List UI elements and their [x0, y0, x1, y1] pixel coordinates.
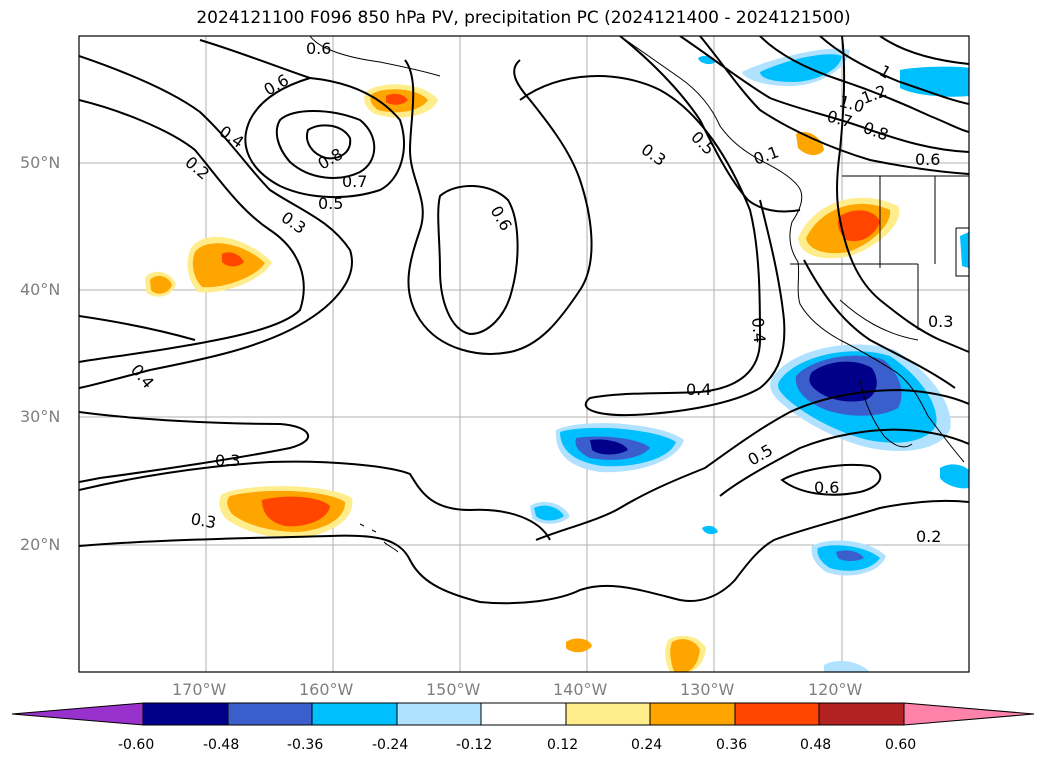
precip-negative-patch: [809, 361, 877, 402]
colorbar-tick-label: -0.12: [456, 737, 493, 753]
precip-negative-patch: [702, 525, 718, 535]
contour-label: 1.2: [859, 81, 889, 108]
precip-positive-patch: [386, 93, 408, 105]
lat-label: 50°N: [20, 153, 61, 172]
precip-negative-patch: [824, 660, 870, 672]
precip-negative-patch: [534, 505, 564, 521]
contour-label: 0.2: [916, 527, 941, 546]
precip-shading: [145, 48, 969, 672]
colorbar-tick-label: -0.36: [287, 737, 324, 753]
contour-label: 0.8: [861, 118, 891, 145]
contour-label: 0.4: [127, 360, 158, 392]
colorbar-bin: [142, 702, 229, 726]
contour-label: 0.5: [745, 440, 777, 469]
lon-label: 130°W: [680, 680, 735, 699]
precip-positive-patch: [566, 638, 592, 653]
colorbar-extend-min: [11, 702, 144, 726]
contour-label: 0.3: [928, 312, 953, 331]
contour-label: 0.2: [181, 153, 213, 184]
contour-labels: 0.6 0.6 0.4 0.2 0.8 0.7 0.5 0.3 0.6 0.3 …: [127, 39, 954, 546]
colorbar-bin: [396, 702, 482, 726]
precip-negative-patch: [590, 439, 628, 455]
lon-label: 140°W: [553, 680, 608, 699]
colorbar-bin: [649, 702, 736, 726]
contour-label: 0.7: [342, 172, 367, 191]
contour-label: 0.6: [915, 150, 940, 169]
precip-positive-patch: [262, 496, 330, 527]
colorbar-tick-label: 0.24: [631, 737, 663, 753]
lat-label: 30°N: [20, 407, 61, 426]
contour-label: 0.5: [318, 194, 343, 213]
contour-label: 0.3: [189, 509, 217, 532]
colorbar-tick-label: -0.48: [203, 737, 240, 753]
map-frame: [78, 35, 970, 673]
precip-positive-patch: [796, 131, 824, 156]
precip-positive-patch: [222, 252, 244, 267]
precip-positive-patch: [150, 275, 172, 294]
contour-label: 0.6: [306, 39, 331, 58]
contour-label: 0.6: [261, 70, 293, 99]
colorbar-bin: [480, 702, 567, 726]
contour-label: 0.4: [686, 380, 711, 399]
precip-negative-patch: [836, 550, 864, 561]
contour-label: 0.4: [216, 122, 248, 152]
colorbar: [11, 702, 1035, 726]
colorbar-tick-label: 0.48: [800, 737, 832, 753]
contour-label: 0.3: [638, 140, 670, 170]
precip-negative-patch: [940, 464, 969, 489]
colorbar-tick-label: 0.12: [547, 737, 579, 753]
colorbar-bin: [565, 702, 651, 726]
colorbar-bin: [311, 702, 398, 726]
contour-label: 0.4: [748, 317, 769, 344]
colorbar-tick-label: 0.60: [885, 737, 917, 753]
contour-label: 0.3: [278, 208, 310, 238]
lon-label: 170°W: [172, 680, 227, 699]
colorbar-tick-label: 0.36: [716, 737, 748, 753]
lon-label: 150°W: [426, 680, 481, 699]
lon-label: 160°W: [299, 680, 354, 699]
contour-label: 0.6: [814, 478, 839, 497]
coastlines: [309, 36, 969, 553]
precip-negative-patch: [960, 232, 969, 268]
colorbar-bin: [227, 702, 313, 726]
pv-contours: [79, 36, 969, 605]
colorbar-tick-label: -0.60: [118, 737, 155, 753]
colorbar-bin: [734, 702, 820, 726]
lat-label: 20°N: [20, 535, 61, 554]
lat-label: 40°N: [20, 280, 61, 299]
precip-positive-patch: [670, 639, 700, 672]
contour-label: 0.1: [751, 142, 781, 169]
contour-label: 0.3: [215, 451, 240, 470]
colorbar-tick-label: -0.24: [372, 737, 409, 753]
lon-label: 120°W: [808, 680, 863, 699]
precip-negative-patch: [900, 66, 969, 97]
precip-negative-patch: [760, 54, 842, 82]
contour-label: 0.8: [315, 144, 347, 173]
precip-positive-patch: [838, 210, 880, 242]
map-title: 2024121100 F096 850 hPa PV, precipitatio…: [196, 8, 851, 28]
colorbar-extend-max: [903, 702, 1035, 726]
colorbar-bin: [818, 702, 905, 726]
